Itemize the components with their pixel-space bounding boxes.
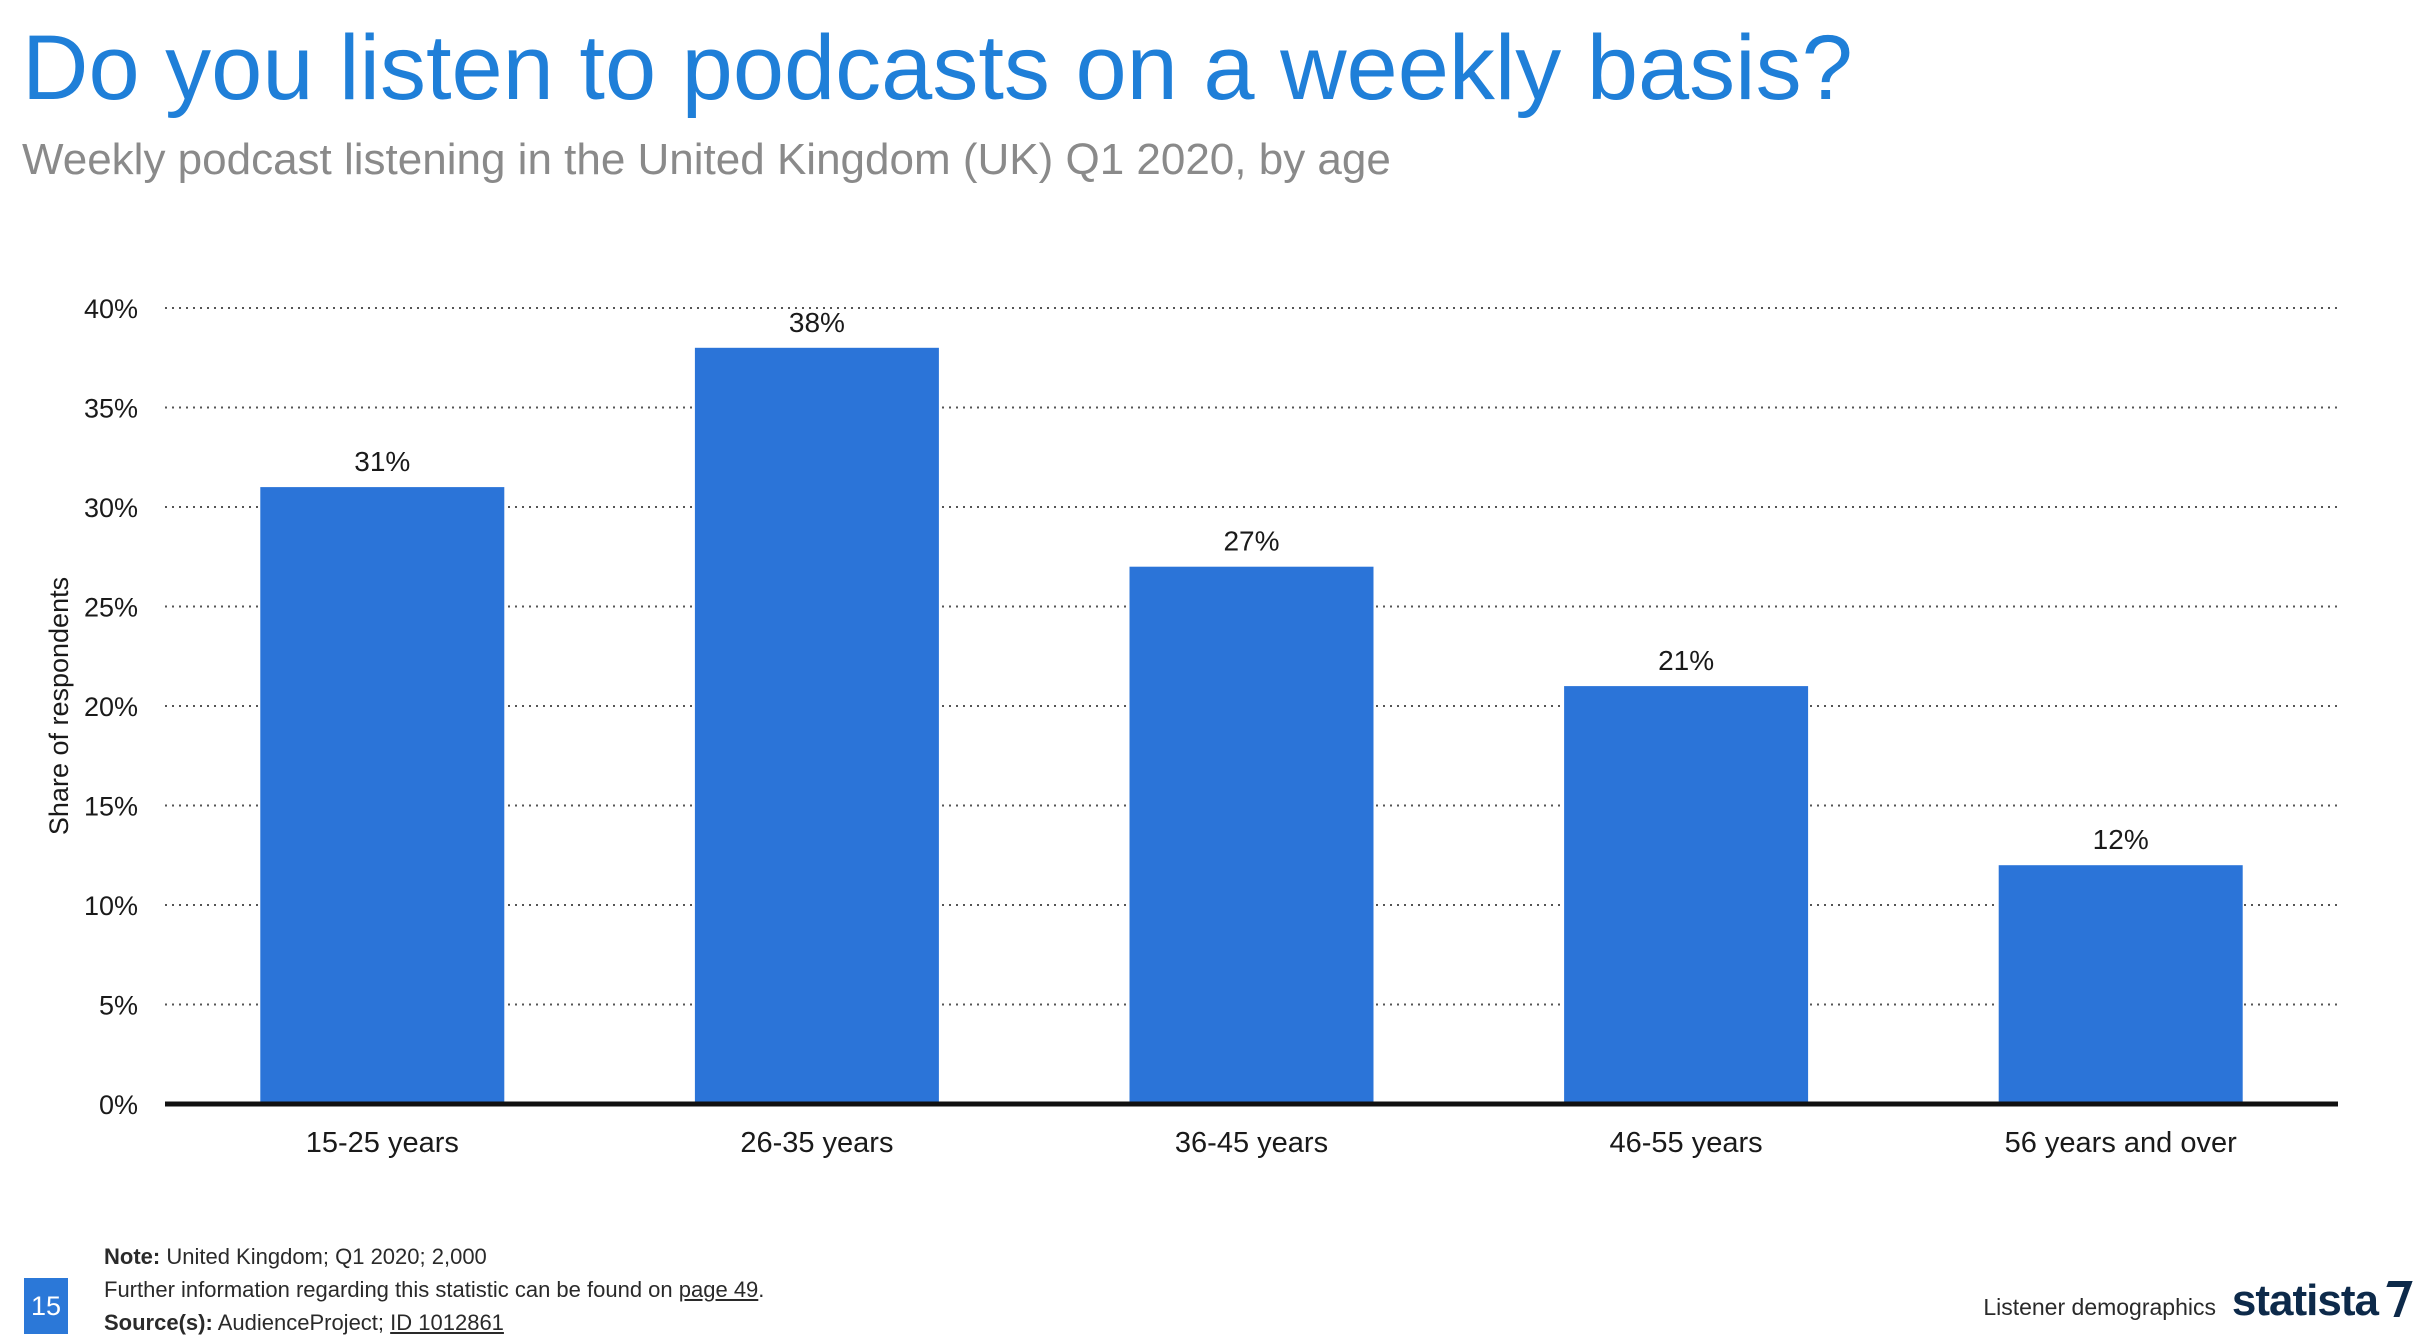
x-axis-categories: 15-25 years 26-35 years 36-45 years 46-55 y…: [306, 1127, 2237, 1159]
value-labels: 31% 38% 27% 21% 12%: [354, 307, 2148, 855]
y-axis-title: Share of respondents: [44, 577, 74, 835]
note-text: United Kingdom; Q1 2020; 2,000: [166, 1244, 487, 1269]
y-tick-label: 25%: [84, 593, 138, 623]
statista-logo: statista: [2231, 1276, 2413, 1326]
y-tick-label: 35%: [84, 394, 138, 424]
y-axis-ticks: 0% 5% 10% 15% 20% 25% 30% 35% 40%: [84, 294, 138, 1120]
info-text: Further information regarding this stati…: [104, 1277, 673, 1302]
brand-text: statista: [2231, 1276, 2379, 1325]
bar-value-label: 21%: [1658, 645, 1714, 676]
note-label: Note:: [104, 1244, 161, 1269]
chart-title: Do you listen to podcasts on a weekly ba…: [22, 17, 1853, 119]
y-tick-label: 30%: [84, 493, 138, 523]
x-category-label: 26-35 years: [740, 1127, 893, 1159]
source-link[interactable]: ID 1012861: [390, 1310, 504, 1335]
bar-value-label: 38%: [789, 307, 845, 338]
x-category-label: 46-55 years: [1610, 1127, 1763, 1159]
bars: [260, 347, 2243, 1105]
y-tick-label: 40%: [84, 294, 138, 324]
x-category-label: 56 years and over: [2005, 1127, 2237, 1159]
y-tick-label: 5%: [99, 991, 138, 1021]
chart-subtitle: Weekly podcast listening in the United K…: [22, 135, 1391, 184]
info-line: Further information regarding this stati…: [104, 1273, 764, 1306]
bar: [1129, 566, 1374, 1104]
bar: [1998, 865, 2243, 1104]
bar: [1564, 686, 1809, 1104]
source-text: AudienceProject;: [217, 1310, 385, 1335]
bar-value-label: 12%: [2093, 824, 2149, 855]
footer-notes: Note: United Kingdom; Q1 2020; 2,000 Fur…: [104, 1240, 764, 1339]
y-tick-label: 0%: [99, 1090, 138, 1120]
x-category-label: 15-25 years: [306, 1127, 459, 1159]
bar-value-label: 31%: [354, 446, 410, 477]
bar-value-label: 27%: [1223, 526, 1279, 557]
x-category-label: 36-45 years: [1175, 1127, 1328, 1159]
page-number-badge: 15: [24, 1278, 68, 1334]
bar: [694, 347, 939, 1104]
source-label: Source(s):: [104, 1310, 213, 1335]
note-line: Note: United Kingdom; Q1 2020; 2,000: [104, 1240, 764, 1273]
info-link[interactable]: page 49: [678, 1277, 759, 1302]
source-line: Source(s): AudienceProject; ID 1012861: [104, 1306, 764, 1339]
bar: [260, 487, 505, 1105]
y-tick-label: 10%: [84, 891, 138, 921]
y-tick-label: 15%: [84, 792, 138, 822]
section-label: Listener demographics: [1983, 1294, 2216, 1320]
info-end: .: [758, 1277, 765, 1302]
y-tick-label: 20%: [84, 692, 138, 722]
